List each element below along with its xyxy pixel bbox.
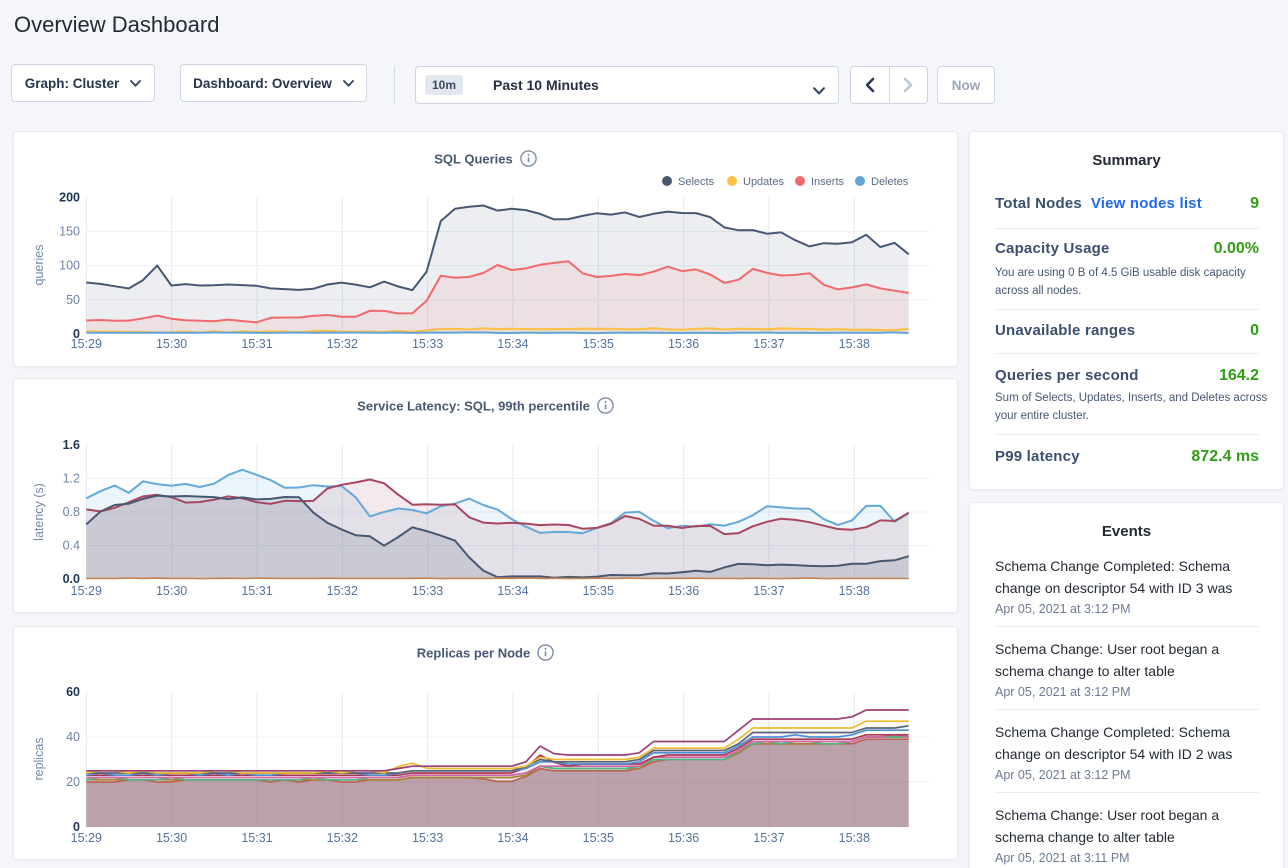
svg-text:15:32: 15:32	[327, 584, 358, 598]
svg-text:15:38: 15:38	[839, 831, 870, 845]
svg-text:15:34: 15:34	[497, 831, 528, 845]
svg-text:15:29: 15:29	[71, 337, 102, 351]
svg-text:queries: queries	[32, 245, 46, 286]
svg-text:15:30: 15:30	[156, 337, 187, 351]
svg-text:15:29: 15:29	[71, 831, 102, 845]
svg-text:1.2: 1.2	[63, 472, 80, 486]
svg-text:15:38: 15:38	[839, 584, 870, 598]
svg-text:latency (s): latency (s)	[32, 483, 46, 541]
svg-text:15:32: 15:32	[327, 337, 358, 351]
svg-text:100: 100	[59, 259, 80, 273]
svg-text:150: 150	[59, 225, 80, 239]
svg-text:20: 20	[66, 775, 80, 789]
svg-text:15:30: 15:30	[156, 831, 187, 845]
svg-text:15:32: 15:32	[327, 831, 358, 845]
svg-text:0: 0	[73, 327, 80, 341]
svg-text:50: 50	[66, 293, 80, 307]
svg-text:0.4: 0.4	[63, 539, 80, 553]
svg-text:15:37: 15:37	[753, 337, 784, 351]
svg-text:15:31: 15:31	[241, 584, 272, 598]
svg-text:15:31: 15:31	[241, 831, 272, 845]
svg-text:1.6: 1.6	[63, 438, 80, 452]
svg-text:15:36: 15:36	[668, 584, 699, 598]
svg-text:15:35: 15:35	[583, 337, 614, 351]
svg-text:15:33: 15:33	[412, 831, 443, 845]
svg-text:0: 0	[73, 820, 80, 834]
svg-text:15:29: 15:29	[71, 584, 102, 598]
svg-text:15:34: 15:34	[497, 584, 528, 598]
svg-text:15:33: 15:33	[412, 337, 443, 351]
svg-text:15:35: 15:35	[583, 831, 614, 845]
svg-text:200: 200	[59, 191, 80, 205]
svg-text:15:37: 15:37	[753, 584, 784, 598]
svg-text:0.8: 0.8	[63, 505, 80, 519]
svg-text:15:36: 15:36	[668, 831, 699, 845]
svg-text:15:37: 15:37	[753, 831, 784, 845]
svg-text:15:38: 15:38	[839, 337, 870, 351]
svg-text:15:35: 15:35	[583, 584, 614, 598]
svg-text:replicas: replicas	[32, 737, 46, 780]
svg-text:15:33: 15:33	[412, 584, 443, 598]
svg-text:15:31: 15:31	[241, 337, 272, 351]
svg-text:15:34: 15:34	[497, 337, 528, 351]
svg-text:0.0: 0.0	[63, 572, 80, 586]
svg-text:60: 60	[66, 685, 80, 699]
svg-text:15:30: 15:30	[156, 584, 187, 598]
svg-text:15:36: 15:36	[668, 337, 699, 351]
svg-text:40: 40	[66, 730, 80, 744]
